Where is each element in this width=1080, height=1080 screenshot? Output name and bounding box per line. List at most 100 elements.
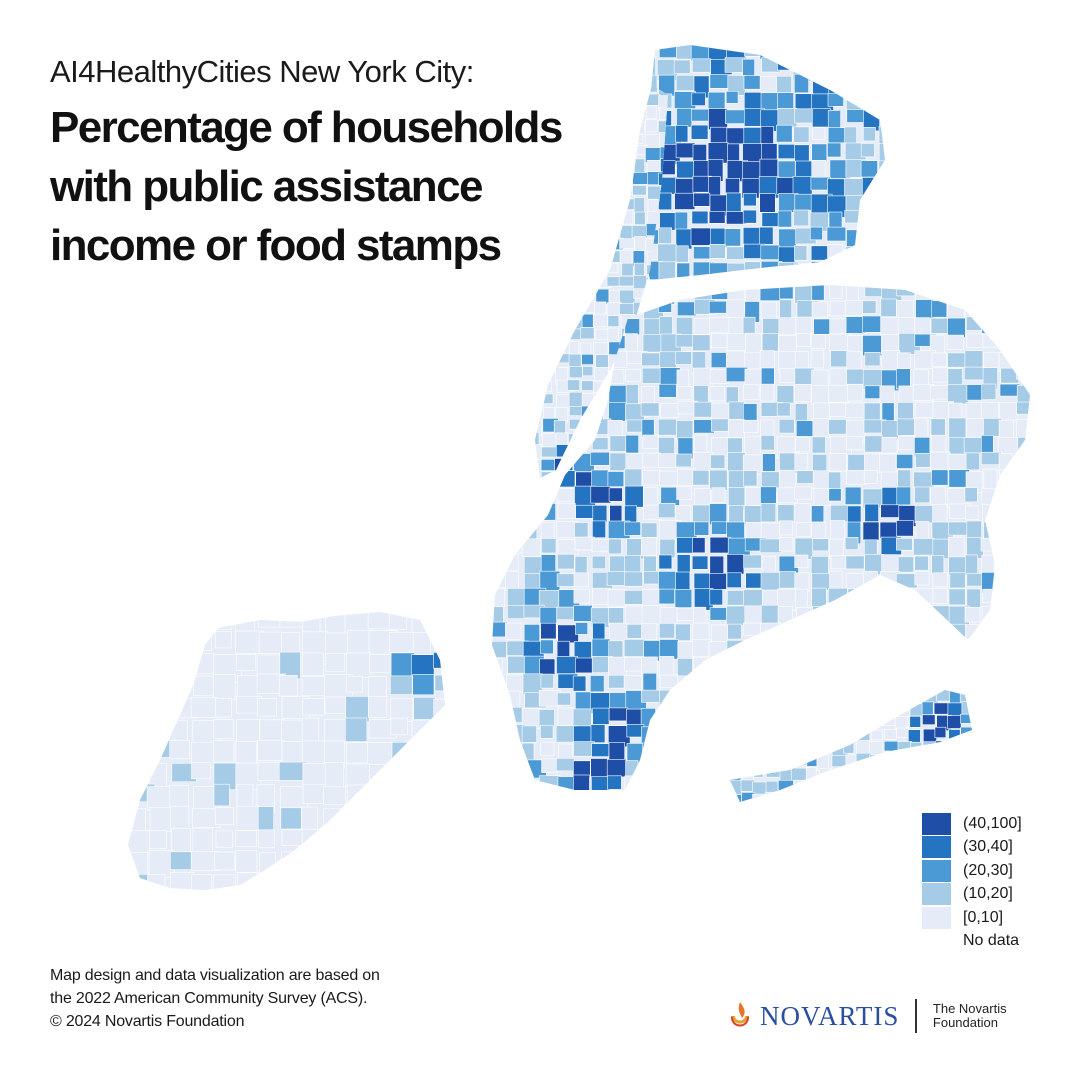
census-tract (915, 452, 931, 468)
census-tract (693, 401, 713, 418)
census-tract (896, 299, 914, 318)
census-tract (540, 622, 557, 640)
census-tract (279, 612, 306, 628)
census-tract (878, 75, 885, 95)
census-tract (794, 263, 807, 279)
census-tract (818, 741, 830, 753)
census-tract (658, 299, 672, 313)
census-tract (793, 714, 809, 731)
census-tract (948, 777, 962, 790)
census-tract (881, 436, 898, 454)
census-tract (914, 555, 929, 571)
census-tract (624, 775, 643, 790)
census-tract (574, 536, 595, 551)
census-tract (690, 45, 711, 62)
census-tract (845, 640, 868, 659)
census-tract (857, 714, 870, 726)
census-tract (864, 385, 882, 399)
census-tract (810, 349, 825, 369)
census-tract (981, 285, 1000, 299)
census-tract (910, 794, 928, 802)
census-tract (777, 144, 796, 160)
census-tract (346, 830, 368, 859)
census-tract (214, 697, 232, 718)
census-tract (726, 657, 745, 676)
census-tract (1016, 623, 1030, 638)
census-tract (744, 436, 762, 457)
census-tract (213, 740, 235, 763)
census-tract (390, 786, 407, 814)
legend-label: (20,30] (963, 861, 1013, 879)
census-tract (909, 741, 923, 753)
census-tract (816, 779, 833, 794)
census-tract (829, 285, 843, 299)
census-tract (634, 211, 646, 225)
legend-label: (40,100] (963, 814, 1022, 832)
census-tract (492, 621, 508, 638)
census-tract (947, 780, 965, 792)
census-tract (606, 369, 625, 384)
census-tract (535, 379, 542, 393)
census-tract (863, 607, 879, 621)
census-tract (745, 332, 762, 356)
census-tract (812, 656, 829, 673)
census-tract (811, 573, 832, 591)
census-tract (947, 453, 969, 472)
census-tract (1017, 555, 1030, 575)
census-tract (831, 794, 844, 815)
census-tract (607, 419, 623, 439)
census-tract (796, 725, 819, 739)
census-tract (844, 299, 864, 317)
census-tract (933, 702, 950, 715)
census-tract (879, 793, 900, 813)
census-tract (708, 108, 728, 130)
census-tract (730, 739, 745, 750)
census-tract (999, 469, 1013, 488)
census-tract (692, 537, 706, 554)
census-tract (776, 742, 796, 759)
census-tract (433, 631, 445, 654)
census-tract (694, 521, 710, 536)
census-tract (676, 485, 692, 500)
census-tract (573, 641, 592, 659)
census-tract (740, 703, 751, 720)
census-tract (726, 246, 746, 260)
census-tract (581, 313, 594, 328)
census-tract (632, 172, 650, 185)
census-tract (793, 742, 804, 756)
census-tract (898, 758, 913, 780)
census-tract (323, 808, 349, 836)
census-tract (907, 729, 921, 744)
census-tract (710, 691, 728, 707)
census-tract (302, 784, 326, 804)
census-tract (325, 653, 345, 672)
census-tract (966, 588, 981, 609)
census-tract (931, 352, 947, 367)
census-tract (915, 607, 930, 626)
census-tract (633, 288, 647, 299)
census-tract (554, 458, 566, 476)
census-tract (760, 143, 778, 162)
census-tract (795, 743, 817, 764)
census-tract (831, 766, 847, 780)
census-tract (981, 605, 1000, 620)
census-tract (765, 727, 781, 742)
census-tract (658, 285, 675, 305)
census-tract (879, 228, 885, 247)
census-tract (897, 794, 913, 802)
census-tract (811, 622, 826, 643)
census-tract (149, 830, 167, 850)
census-tract (758, 226, 774, 245)
census-tract (863, 74, 877, 93)
census-tract (521, 285, 540, 297)
census-tract (1015, 571, 1030, 588)
census-tract (793, 73, 809, 94)
census-tract (726, 690, 746, 710)
census-tract (1017, 758, 1030, 774)
census-tract (741, 739, 758, 752)
census-tract (742, 622, 762, 636)
census-tract (169, 676, 192, 693)
census-tract (779, 520, 794, 536)
census-tract (523, 401, 543, 421)
census-tract (775, 45, 796, 62)
